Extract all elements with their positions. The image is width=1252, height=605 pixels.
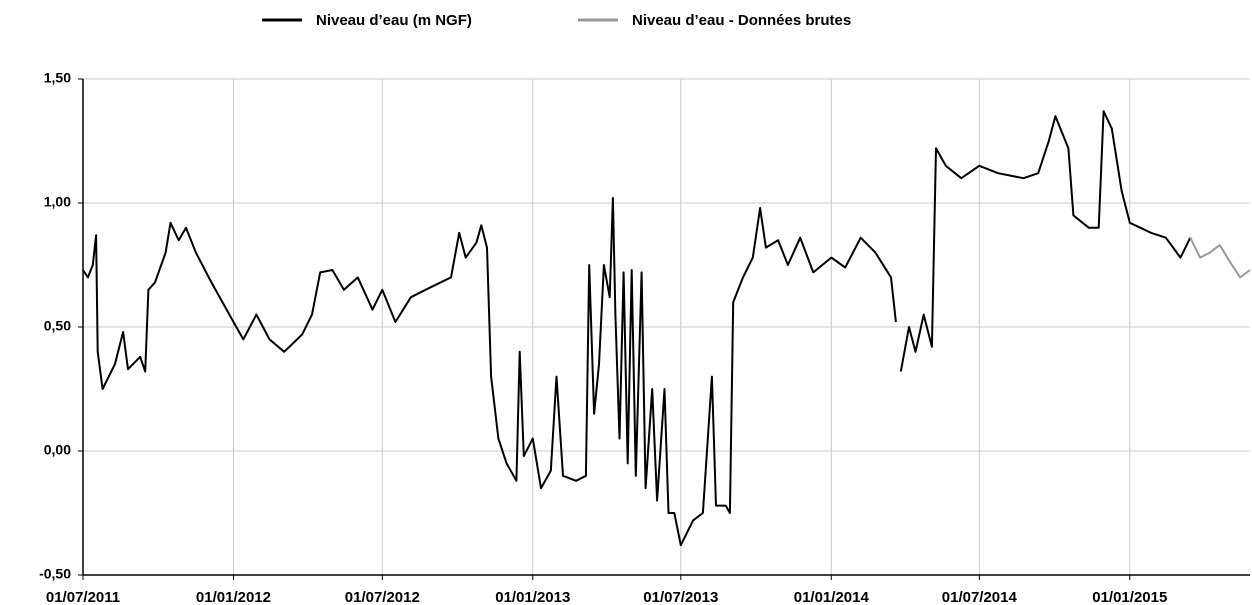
y-tick-label: 0,00 bbox=[44, 442, 71, 458]
y-tick-label: -0,50 bbox=[39, 566, 71, 582]
x-tick-label: 01/01/2013 bbox=[495, 589, 570, 605]
x-tick-label: 01/07/2012 bbox=[345, 589, 420, 605]
y-tick-label: 1,50 bbox=[44, 70, 71, 86]
x-tick-label: 01/01/2014 bbox=[794, 589, 870, 605]
x-tick-label: 01/07/2013 bbox=[643, 589, 718, 605]
x-tick-label: 01/07/2014 bbox=[942, 589, 1018, 605]
legend-label: Niveau d’eau (m NGF) bbox=[316, 12, 472, 29]
legend-label: Niveau d’eau - Données brutes bbox=[632, 12, 851, 29]
x-tick-label: 01/07/2011 bbox=[46, 589, 120, 605]
data-line bbox=[82, 110, 1192, 547]
data-line bbox=[1189, 237, 1251, 279]
x-tick-label: 01/01/2015 bbox=[1092, 589, 1167, 605]
x-tick-label: 01/01/2012 bbox=[196, 589, 271, 605]
y-tick-label: 0,50 bbox=[44, 318, 71, 334]
y-tick-label: 1,00 bbox=[44, 194, 71, 210]
